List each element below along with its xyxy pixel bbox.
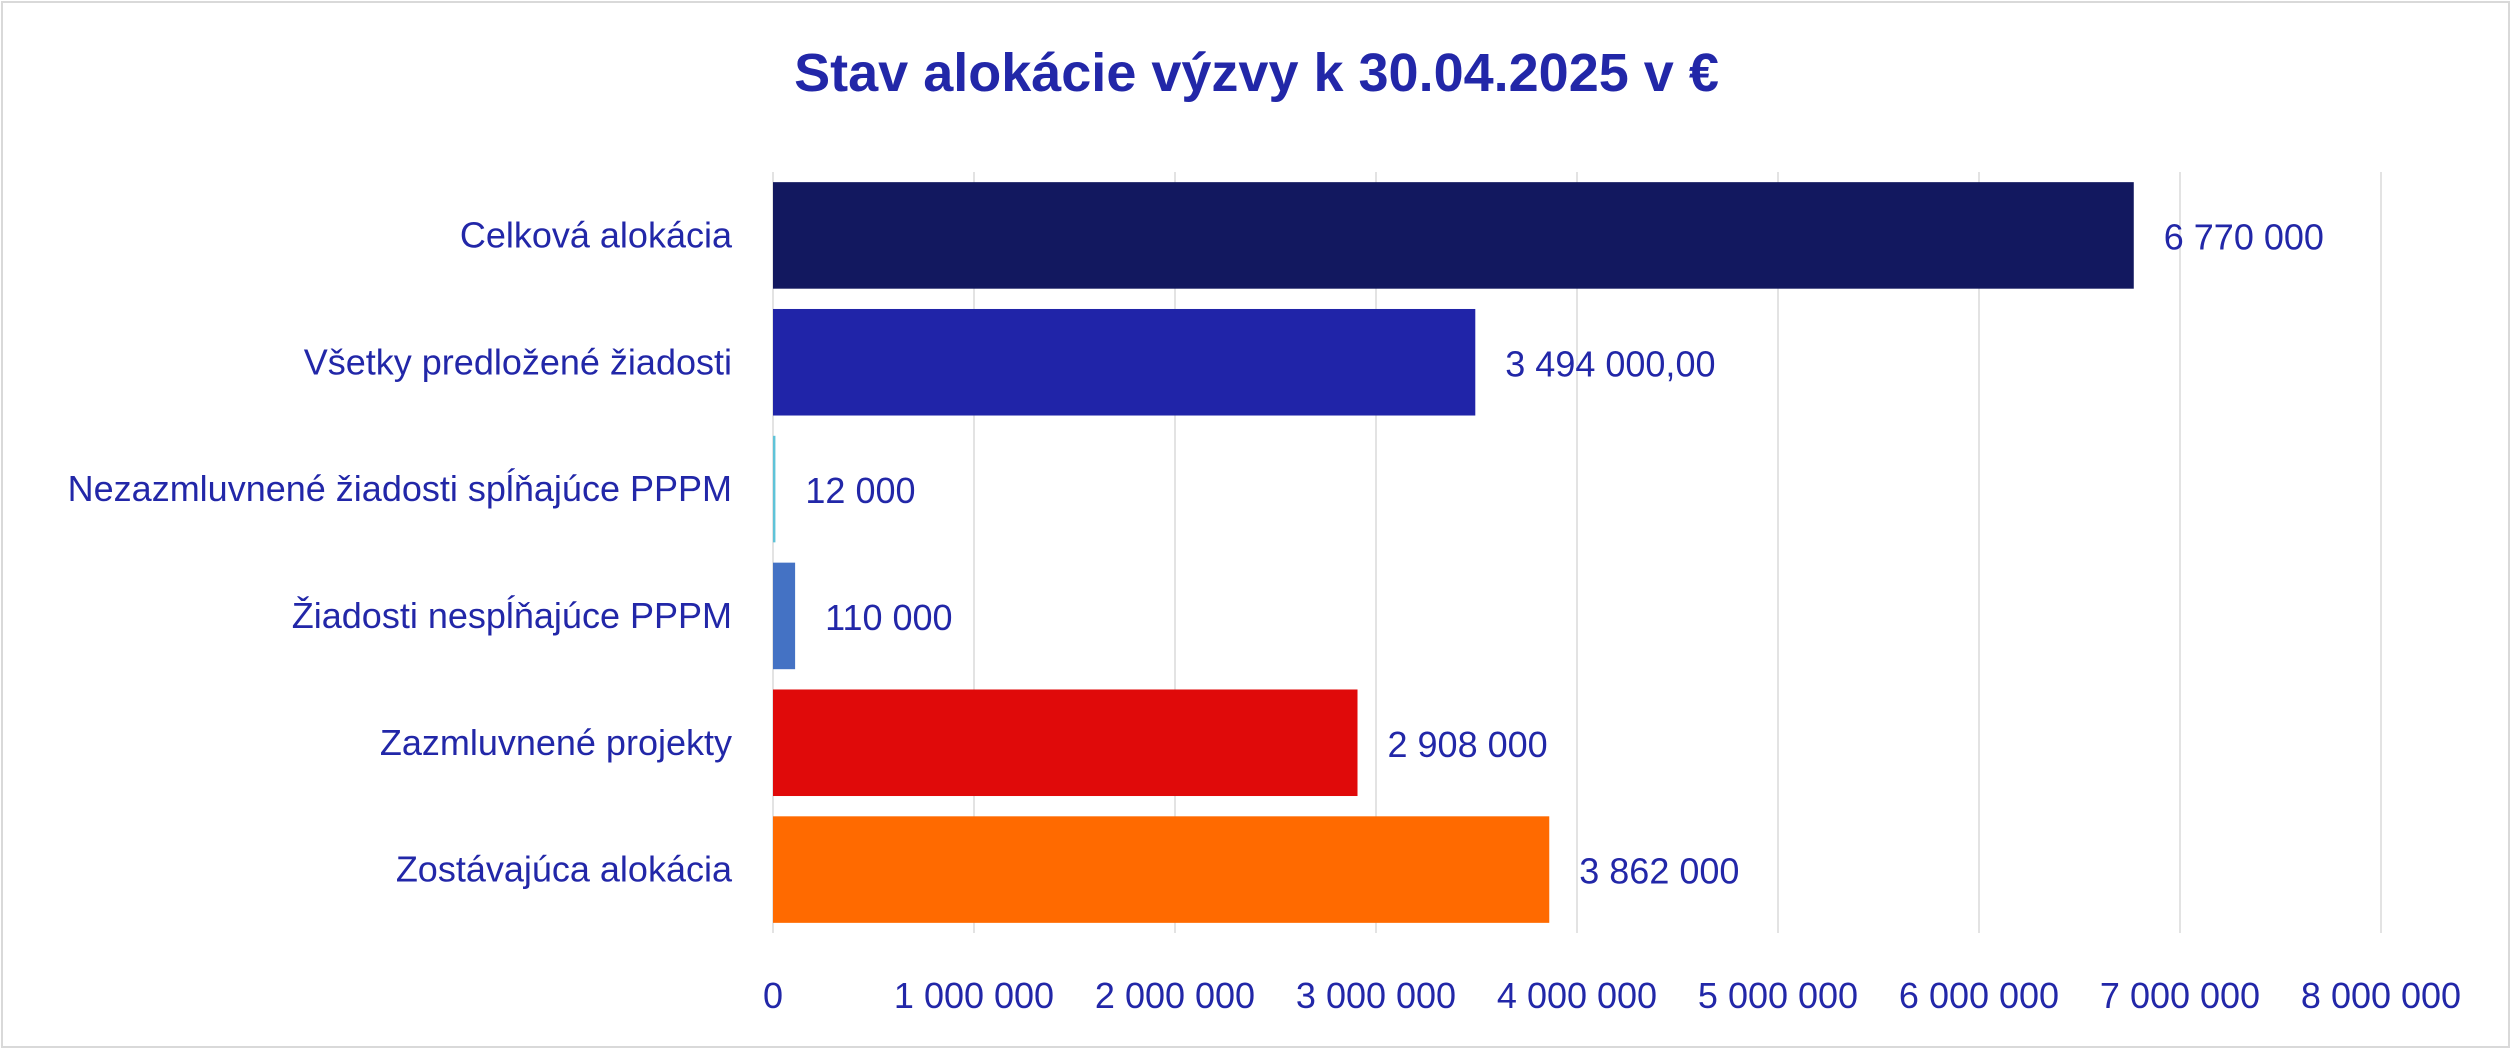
bar (773, 689, 1358, 797)
category-label: Celková alokácia (460, 214, 733, 255)
data-label: 12 000 (805, 470, 915, 511)
bar (773, 816, 1550, 923)
category-label: Žiadosti nespĺňajúce PPPM (292, 594, 732, 636)
category-label: Všetky predložené žiadosti (304, 341, 732, 382)
x-tick-label: 3 000 000 (1296, 975, 1456, 1016)
chart-title: Stav alokácie výzvy k 30.04.2025 v € (794, 43, 1719, 103)
bar (773, 435, 776, 543)
x-tick-label: 4 000 000 (1497, 975, 1657, 1016)
data-label: 2 908 000 (1388, 724, 1548, 765)
x-tick-label: 5 000 000 (1698, 975, 1858, 1016)
data-label: 3 862 000 (1579, 851, 1739, 892)
bar (773, 308, 1476, 416)
category-label: Nezazmluvnené žiadosti spĺňajúce PPPM (68, 467, 732, 509)
x-tick-label: 1 000 000 (894, 975, 1054, 1016)
x-tick-label: 0 (763, 975, 783, 1016)
bar (773, 562, 796, 670)
x-tick-label: 2 000 000 (1095, 975, 1255, 1016)
category-label: Zostávajúca alokácia (396, 849, 733, 890)
data-label: 3 494 000,00 (1505, 343, 1715, 384)
x-tick-label: 8 000 000 (2301, 975, 2461, 1016)
data-label: 6 770 000 (2164, 216, 2324, 257)
x-tick-label: 6 000 000 (1899, 975, 2059, 1016)
data-label: 110 000 (825, 597, 952, 638)
bar (773, 182, 2134, 289)
category-label: Zazmluvnené projekty (380, 722, 732, 763)
x-tick-label: 7 000 000 (2100, 975, 2260, 1016)
